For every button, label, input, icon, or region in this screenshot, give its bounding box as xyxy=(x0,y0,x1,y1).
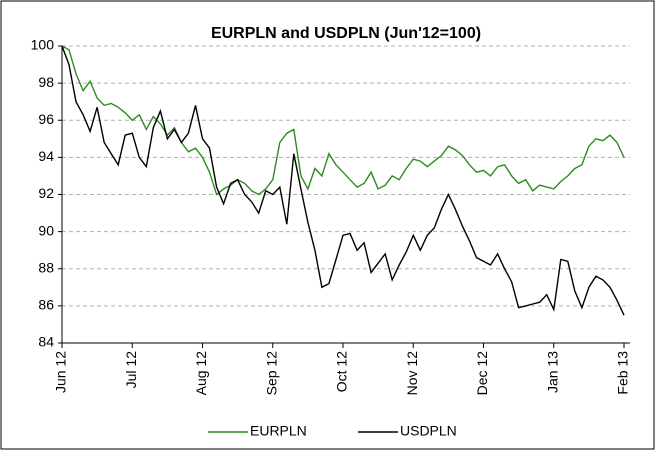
y-tick-label: 96 xyxy=(38,111,54,127)
x-tick-label: Aug 12 xyxy=(193,351,209,396)
legend-label: USDPLN xyxy=(400,423,457,439)
y-tick-label: 86 xyxy=(38,297,54,313)
x-tick-label: Oct 12 xyxy=(334,351,350,392)
y-tick-label: 84 xyxy=(38,334,54,350)
legend-label: EURPLN xyxy=(250,423,307,439)
line-series xyxy=(61,45,625,196)
line-series xyxy=(61,45,625,316)
chart-title: EURPLN and USDPLN (Jun'12=100) xyxy=(211,25,481,42)
x-tick-label: Jun 12 xyxy=(53,351,69,393)
y-tick-label: 90 xyxy=(38,222,54,238)
y-tick-label: 100 xyxy=(31,37,55,53)
y-tick-label: 88 xyxy=(38,259,54,275)
x-tick-label: Jul 12 xyxy=(123,351,139,389)
y-tick-label: 98 xyxy=(38,74,54,90)
y-tick-label: 92 xyxy=(38,185,54,201)
x-tick-label: Dec 12 xyxy=(474,351,490,396)
x-tick-label: Sep 12 xyxy=(263,351,279,396)
y-tick-label: 94 xyxy=(38,148,54,164)
x-tick-label: Jan 13 xyxy=(544,351,560,393)
x-tick-label: Feb 13 xyxy=(615,351,631,395)
x-tick-label: Nov 12 xyxy=(404,351,420,396)
